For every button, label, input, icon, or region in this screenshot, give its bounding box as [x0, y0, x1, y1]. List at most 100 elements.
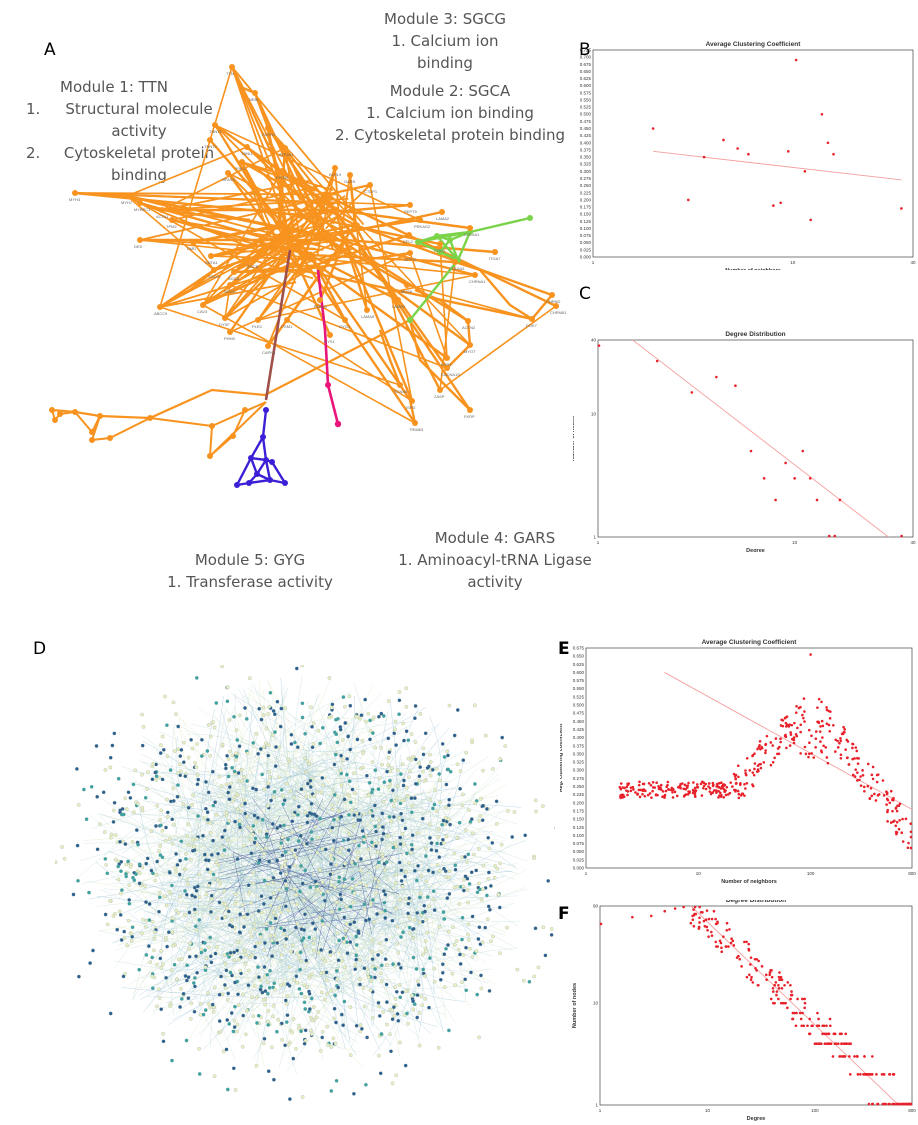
network-node [285, 1013, 290, 1018]
network-node [500, 735, 505, 740]
network-node [234, 728, 239, 732]
network-node [366, 972, 370, 977]
network-node [333, 1041, 338, 1046]
network-node [176, 957, 181, 962]
network-node [320, 776, 325, 780]
network-edge [410, 801, 518, 870]
network-node [300, 665, 305, 668]
network-node [178, 754, 183, 758]
network-node [467, 225, 473, 231]
network-node [230, 765, 235, 770]
network-edge [213, 678, 332, 896]
network-node [393, 841, 397, 846]
network-node [382, 900, 387, 905]
network-node [268, 903, 273, 908]
data-point [789, 733, 793, 736]
network-node [242, 407, 248, 413]
y-tick-label: 0.075 [573, 841, 585, 846]
network-node [422, 779, 427, 783]
network-node [442, 866, 446, 871]
network-node [465, 888, 470, 892]
network-node [320, 922, 325, 927]
network-node [367, 182, 373, 188]
network-node [176, 771, 180, 775]
network-node [342, 877, 347, 881]
network-node [425, 766, 430, 770]
data-point [887, 1102, 890, 1106]
network-node [256, 815, 260, 820]
network-node [346, 848, 351, 853]
network-node [132, 878, 137, 883]
network-node [337, 875, 342, 880]
network-node [255, 1021, 259, 1025]
network-node [187, 954, 192, 959]
network-node [155, 859, 160, 864]
network-edge [325, 936, 466, 1002]
network-node [395, 1012, 400, 1016]
network-node [147, 944, 151, 948]
data-point [801, 449, 805, 453]
y-tick-label: 0.125 [573, 825, 585, 830]
network-node [467, 342, 473, 348]
network-edge [202, 259, 290, 306]
data-point [799, 1017, 803, 1021]
network-node [217, 900, 222, 905]
network-node [344, 921, 349, 926]
node-label: CFL2 [403, 239, 414, 244]
network-edge [280, 822, 468, 947]
network-node [397, 816, 402, 820]
y-axis-label: Number of nodes [573, 416, 576, 461]
network-node [199, 950, 204, 955]
network-node [272, 712, 277, 717]
data-point [769, 997, 773, 1001]
network-node [163, 838, 168, 843]
data-point [863, 789, 866, 793]
network-node [154, 778, 158, 782]
network-edge [154, 746, 272, 924]
data-point [744, 769, 747, 772]
network-node [137, 237, 143, 243]
network-edge [270, 461, 287, 484]
network-node [265, 980, 270, 984]
data-point [875, 780, 879, 784]
network-edge [248, 692, 310, 755]
network-node [345, 772, 349, 777]
network-node [386, 785, 391, 790]
data-point [819, 740, 822, 743]
network-node [411, 955, 416, 960]
data-point [888, 1073, 891, 1076]
data-point [840, 1042, 843, 1045]
network-edge [349, 822, 371, 1016]
network-node [318, 741, 323, 746]
data-point [774, 737, 778, 740]
network-node [332, 1006, 337, 1011]
y-tick-label: 0.075 [580, 233, 592, 238]
network-node [336, 985, 341, 990]
network-node [238, 968, 243, 973]
network-edge [406, 284, 533, 320]
network-node [330, 857, 334, 862]
network-node [351, 221, 359, 229]
network-node [179, 957, 184, 961]
network-edge [173, 781, 296, 965]
network-node [352, 839, 357, 844]
module-1-item-2-num: 2. [26, 144, 41, 162]
network-node [332, 762, 337, 767]
network-node [189, 1001, 194, 1006]
network-edge [271, 722, 361, 831]
node-label: SEPT9 [404, 209, 417, 214]
network-node [329, 883, 334, 888]
data-point [838, 1055, 842, 1058]
network-node [222, 915, 227, 920]
data-point [826, 761, 830, 765]
data-point [832, 152, 835, 156]
network-node [506, 809, 510, 813]
network-node [512, 810, 517, 814]
network-node [421, 952, 425, 957]
network-node [387, 815, 392, 819]
data-point [886, 810, 889, 814]
data-point [836, 746, 840, 749]
network-edge [159, 281, 297, 308]
network-edge [307, 837, 479, 1004]
network-node [445, 749, 450, 754]
